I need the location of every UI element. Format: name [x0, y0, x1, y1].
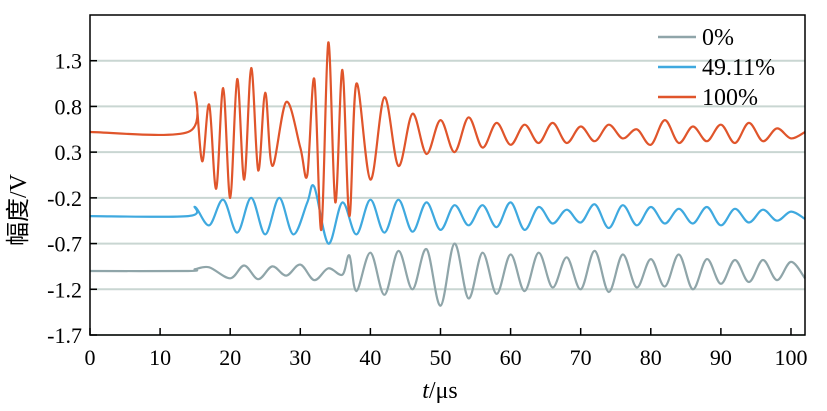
y-tick-label: 0.8: [55, 94, 83, 119]
x-tick-label: 10: [149, 345, 171, 370]
legend-label: 100%: [702, 85, 758, 111]
x-tick-label: 30: [289, 345, 311, 370]
x-axis-unit: /μs: [429, 378, 458, 404]
x-axis-variable: t: [422, 378, 430, 404]
series-line-1: [89, 184, 806, 245]
y-tick-label: 0.3: [55, 140, 83, 165]
y-tick-label: -0.2: [47, 186, 82, 211]
x-tick-label: 40: [359, 345, 381, 370]
legend-label: 49.11%: [702, 55, 775, 81]
legend: 0% 49.11% 100%: [658, 25, 775, 111]
series-layer: [89, 41, 806, 307]
x-tick-label: 90: [710, 345, 732, 370]
x-tick-label: 20: [219, 345, 241, 370]
y-axis-ticks: -1.7 -1.2 -0.7 -0.2 0.3 0.8 1.3: [47, 49, 97, 348]
x-tick-label: 60: [500, 345, 522, 370]
x-tick-label: 100: [774, 345, 807, 370]
y-tick-label: -0.7: [47, 232, 82, 257]
x-tick-label: 50: [429, 345, 451, 370]
y-tick-label: 1.3: [55, 49, 83, 74]
x-tick-label: 70: [570, 345, 592, 370]
plot-frame: [89, 14, 806, 336]
y-tick-label: -1.7: [47, 323, 82, 348]
x-tick-label: 80: [640, 345, 662, 370]
x-axis-ticks: 0 10 20 30 40 50 60 70 80 90 100: [85, 328, 807, 370]
series-line-0: [89, 242, 806, 307]
legend-label: 0%: [702, 25, 734, 51]
y-axis-title: 幅度/V: [5, 173, 32, 246]
x-axis-title: t/μs: [422, 378, 458, 404]
y-tick-label: -1.2: [47, 277, 82, 302]
x-tick-label: 0: [85, 345, 96, 370]
series-line-2: [89, 41, 806, 232]
